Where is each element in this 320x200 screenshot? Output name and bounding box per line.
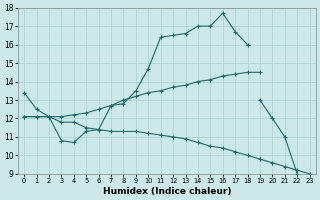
X-axis label: Humidex (Indice chaleur): Humidex (Indice chaleur) <box>103 187 231 196</box>
